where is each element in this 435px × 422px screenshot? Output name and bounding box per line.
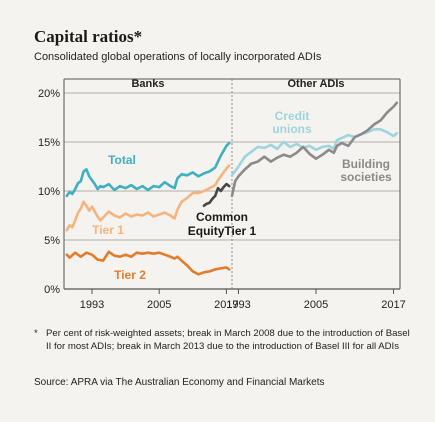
panel-title: Other ADIs [287,78,344,90]
series-label: Credit [275,109,310,123]
footnote-text: Per cent of risk-weighted assets; break … [46,328,410,352]
series-label: Total [108,153,136,167]
series-label: EquityTier 1 [188,224,257,238]
series-label: Tier 1 [92,223,124,237]
y-tick-label: 20% [38,88,60,100]
series-layer [65,101,399,276]
series-label: Tier 2 [114,268,146,282]
series-label: Common [196,210,248,224]
axis-layer: 0% 5% 10% 15% 20% Banks 1993 2005 2017 Other ADIs… [38,78,406,311]
series-label: Building [342,157,390,171]
series-line-building-societies [230,101,399,198]
series-line-total [65,141,231,198]
chart-title: Capital ratios* [34,27,143,46]
series-line-tier2 [65,250,231,276]
series-line-tier1 [65,164,231,232]
x-tick-label: 2005 [147,299,171,311]
panel-title: Banks [131,78,164,90]
y-tick-label: 5% [44,235,60,247]
chart-subtitle: Consolidated global operations of locall… [34,51,322,63]
x-tick-label: 2017 [214,299,238,311]
series-label: societies [340,170,392,184]
y-tick-label: 10% [38,186,60,198]
source-note: Source: APRA via The Australian Economy … [34,377,325,388]
y-tick-label: 15% [38,137,60,149]
x-tick-label: 1993 [226,299,250,311]
x-tick-label: 1993 [80,299,104,311]
chart-canvas: 0% 5% 10% 15% 20% Banks 1993 2005 2017 Other ADIs… [38,78,406,311]
y-tick-label: 0% [44,284,60,296]
x-tick-label: 2017 [381,299,405,311]
x-tick-label: 2005 [304,299,328,311]
footnote: * Per cent of risk-weighted assets; brea… [34,327,414,353]
series-label: unions [272,122,312,136]
footnote-mark: * [34,328,38,339]
series-line-credit-unions [230,128,399,177]
series-line-cet1 [202,182,231,207]
